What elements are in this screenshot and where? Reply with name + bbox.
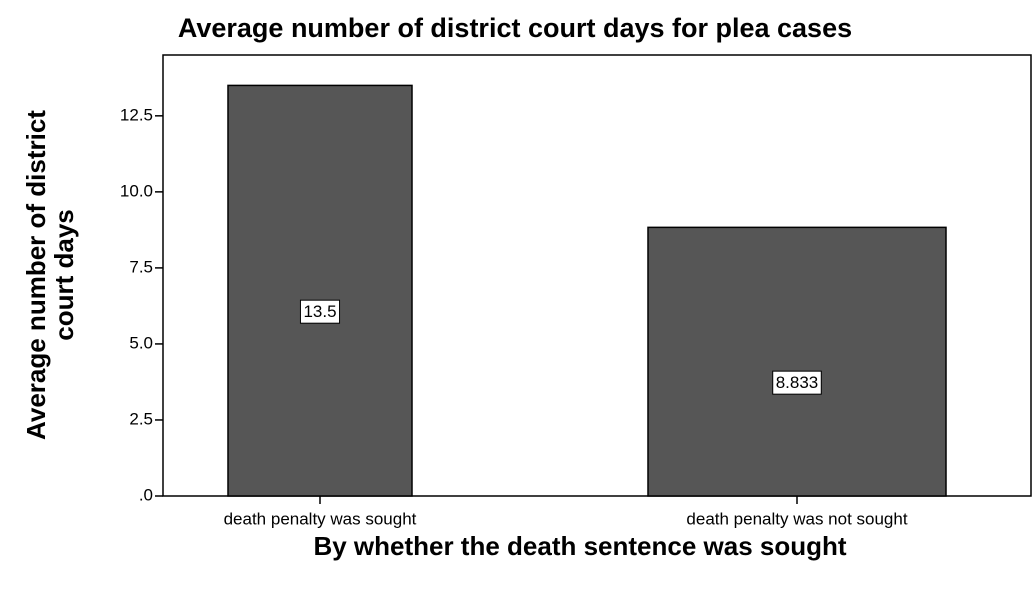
y-axis-label-line: court days bbox=[49, 209, 79, 341]
y-tick-label: 2.5 bbox=[129, 409, 153, 428]
y-tick-label: .0 bbox=[139, 485, 153, 504]
y-tick-label: 5.0 bbox=[129, 333, 153, 352]
y-tick-label: 10.0 bbox=[120, 181, 153, 200]
y-axis-label-line: Average number of district bbox=[21, 110, 51, 440]
y-tick-label: 7.5 bbox=[129, 257, 153, 276]
chart-title: Average number of district court days fo… bbox=[178, 13, 852, 43]
value-label-box bbox=[772, 370, 822, 395]
y-tick-label: 12.5 bbox=[120, 105, 153, 124]
value-label: 13.5 bbox=[303, 302, 336, 321]
x-axis-label: By whether the death sentence was sought bbox=[313, 531, 846, 561]
x-tick-label: death penalty was sought bbox=[224, 509, 417, 528]
bar bbox=[227, 84, 413, 497]
value-label-box bbox=[299, 299, 341, 324]
bar bbox=[647, 226, 947, 497]
x-tick-label: death penalty was not sought bbox=[686, 509, 907, 528]
value-label: 8.833 bbox=[776, 373, 819, 392]
plot-frame bbox=[162, 54, 1032, 497]
y-axis-label: Average number of district court days bbox=[21, 110, 79, 440]
